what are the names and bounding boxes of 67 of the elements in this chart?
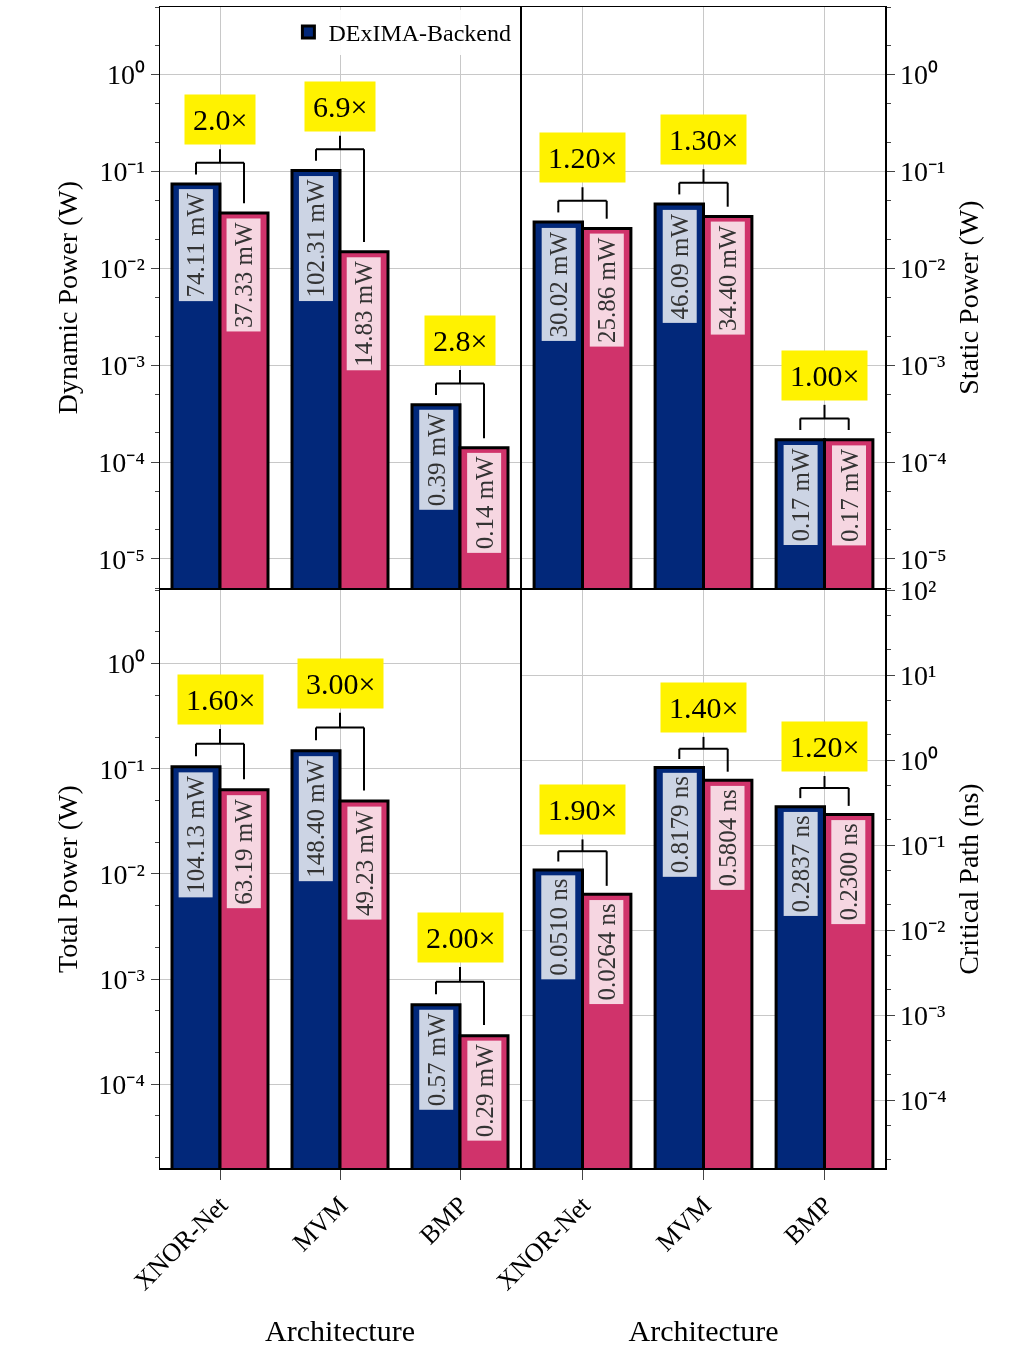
annotation: 30.02 mW: [545, 231, 573, 338]
annotation: 0.8179 ns: [666, 776, 694, 874]
annotation: 46.09 mW: [666, 213, 694, 320]
annotation: 0.0510 ns: [544, 878, 572, 976]
annotation: 0.17 mW: [835, 448, 863, 542]
y-tick-label: 10⁰: [106, 648, 145, 680]
annotation: 104.13 mW: [182, 775, 210, 894]
y-tick-label: 10⁻⁴: [98, 446, 145, 478]
annotation: 0.17 mW: [787, 448, 815, 542]
annotation: 1.20×: [790, 730, 860, 763]
legend-label: DExIMA-Backend: [328, 20, 512, 47]
annotation: 1.30×: [669, 123, 739, 156]
annotation: 0.14 mW: [470, 455, 498, 550]
y-axis-title: Dynamic Power (W): [52, 180, 84, 415]
y-tick-label: 10⁻²: [900, 915, 946, 947]
y-tick-label: 10⁻¹: [900, 156, 946, 188]
annotation: 63.19 mW: [230, 798, 258, 905]
annotation: 0.5804 ns: [714, 789, 741, 887]
annotation: 0.57 mW: [422, 1012, 450, 1107]
annotation: 102.31 mW: [302, 179, 330, 298]
y-tick-label: 10⁻³: [900, 1000, 946, 1032]
y-tick-label: 10⁻²: [900, 253, 946, 285]
y-tick-label: 10⁻⁵: [98, 543, 145, 575]
annotation: 74.11 mW: [182, 192, 210, 298]
y-tick-label: 10⁻⁴: [900, 446, 947, 478]
annotation: 25.86 mW: [593, 237, 621, 344]
annotation: 2.8×: [433, 324, 488, 357]
annotation: 37.33 mW: [230, 222, 258, 328]
y-tick-label: 10⁻²: [99, 858, 145, 890]
y-tick-label: 10¹: [900, 659, 937, 691]
annotation: 0.29 mW: [470, 1043, 498, 1138]
y-tick-label: 10⁰: [106, 59, 145, 91]
y-tick-label: 10⁻⁴: [98, 1069, 145, 1101]
x-axis-title: Architecture: [628, 1314, 779, 1348]
annotation: 1.00×: [790, 359, 860, 392]
annotation: 0.2837 ns: [787, 815, 815, 913]
x-axis-title: Architecture: [265, 1314, 415, 1348]
y-axis-title: Static Power (W): [952, 200, 984, 395]
annotation: 0.2300 ns: [834, 823, 862, 921]
annotation: 3.00×: [306, 667, 376, 700]
y-tick-label: 10⁰: [900, 744, 939, 776]
annotation: 148.40 mW: [302, 759, 330, 878]
annotation: 34.40 mW: [714, 225, 742, 332]
y-axis-title: Total Power (W): [52, 785, 84, 973]
annotation: 1.20×: [548, 141, 618, 174]
annotation: 49.23 mW: [350, 810, 378, 917]
y-tick-label: 10⁰: [900, 59, 939, 91]
annotation: 6.9×: [313, 90, 368, 123]
annotation: 1.60×: [186, 683, 256, 716]
y-tick-label: 10⁻⁴: [900, 1085, 947, 1117]
y-tick-label: 10⁻³: [99, 963, 145, 995]
annotation: 0.0264 ns: [592, 903, 620, 1001]
y-tick-label: 10²: [900, 574, 937, 606]
annotation: 14.83 mW: [350, 260, 378, 367]
y-tick-label: 10⁻¹: [99, 753, 145, 785]
y-tick-label: 10⁻²: [99, 253, 145, 285]
y-tick-label: 10⁻³: [99, 349, 145, 381]
annotation: 0.39 mW: [422, 412, 450, 507]
y-axis-title: Critical Path (ns): [952, 783, 984, 975]
y-tick-label: 10⁻¹: [900, 829, 946, 861]
annotation: 2.00×: [426, 921, 496, 954]
y-tick-label: 10⁻¹: [99, 156, 145, 188]
annotation: 1.40×: [669, 691, 739, 724]
y-tick-label: 10⁻³: [900, 349, 946, 381]
annotation: 1.90×: [548, 793, 618, 826]
y-tick-label: 10⁻⁵: [900, 543, 947, 575]
annotation: 2.0×: [193, 103, 248, 136]
